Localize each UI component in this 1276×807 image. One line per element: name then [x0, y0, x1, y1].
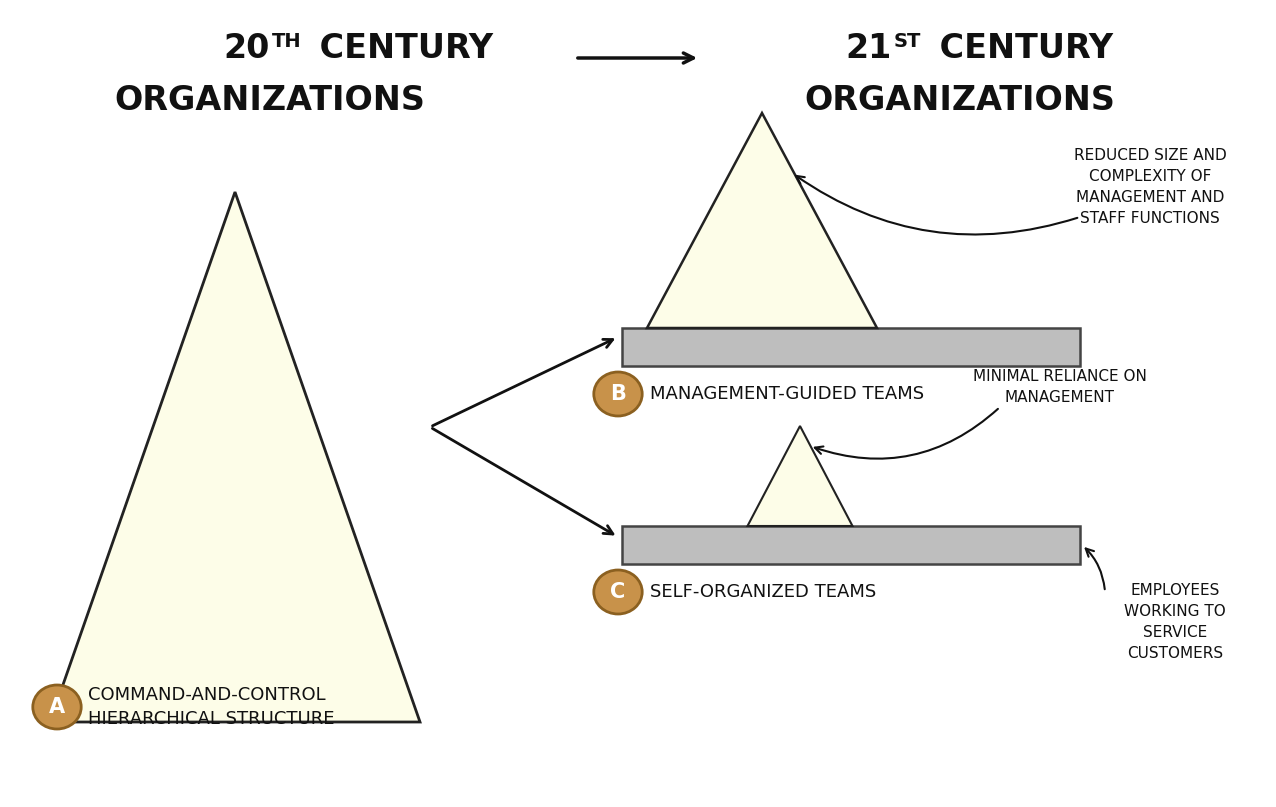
Polygon shape: [647, 113, 877, 328]
Text: C: C: [610, 582, 625, 602]
Ellipse shape: [593, 372, 642, 416]
Text: MINIMAL RELIANCE ON
MANAGEMENT: MINIMAL RELIANCE ON MANAGEMENT: [974, 369, 1147, 405]
Text: CENTURY: CENTURY: [928, 32, 1113, 65]
Polygon shape: [50, 192, 420, 722]
Text: COMMAND-AND-CONTROL
HIERARCHICAL STRUCTURE: COMMAND-AND-CONTROL HIERARCHICAL STRUCTU…: [88, 686, 334, 728]
Bar: [621, 526, 1079, 564]
Text: A: A: [48, 697, 65, 717]
Text: ORGANIZATIONS: ORGANIZATIONS: [805, 84, 1115, 117]
Ellipse shape: [593, 570, 642, 614]
Text: MANAGEMENT-GUIDED TEAMS: MANAGEMENT-GUIDED TEAMS: [649, 385, 924, 403]
Text: B: B: [610, 384, 627, 404]
Text: ORGANIZATIONS: ORGANIZATIONS: [115, 84, 425, 117]
Text: SELF-ORGANIZED TEAMS: SELF-ORGANIZED TEAMS: [649, 583, 877, 601]
Text: REDUCED SIZE AND
COMPLEXITY OF
MANAGEMENT AND
STAFF FUNCTIONS: REDUCED SIZE AND COMPLEXITY OF MANAGEMEN…: [1073, 148, 1226, 226]
Bar: [621, 328, 1079, 366]
Text: EMPLOYEES
WORKING TO
SERVICE
CUSTOMERS: EMPLOYEES WORKING TO SERVICE CUSTOMERS: [1124, 583, 1226, 661]
Ellipse shape: [33, 685, 82, 729]
Polygon shape: [748, 426, 852, 526]
Text: ST: ST: [894, 32, 921, 51]
Text: 20: 20: [223, 32, 271, 65]
Text: CENTURY: CENTURY: [308, 32, 493, 65]
Text: 21: 21: [846, 32, 892, 65]
Text: TH: TH: [272, 32, 301, 51]
